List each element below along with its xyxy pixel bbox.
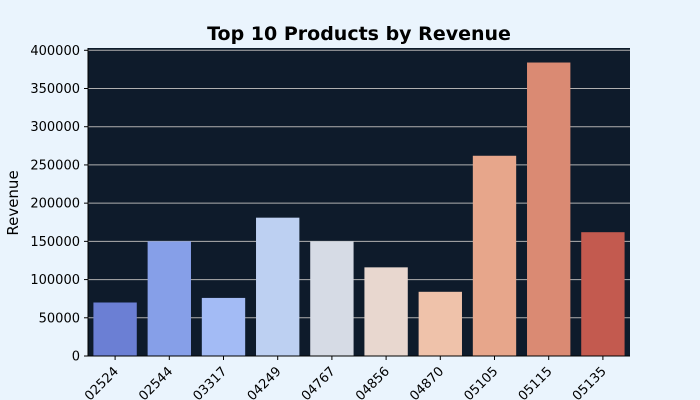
y-tick-label: 300000 xyxy=(30,120,80,135)
y-axis-label: Revenue xyxy=(4,170,22,235)
y-tick-label: 350000 xyxy=(30,82,80,97)
bar xyxy=(201,297,246,356)
bars xyxy=(93,62,625,357)
y-axis-ticks: 0 50000 100000 150000 200000 250000 300000 3500… xyxy=(30,44,89,365)
y-tick-label: 0 xyxy=(72,350,80,365)
bar xyxy=(256,217,300,356)
bar xyxy=(527,62,571,357)
y-tick-label: 50000 xyxy=(39,311,80,326)
bar xyxy=(364,267,408,356)
chart-title: Top 10 Products by Revenue xyxy=(207,23,511,45)
bar xyxy=(581,232,625,356)
y-tick-label: 250000 xyxy=(30,158,80,173)
bar xyxy=(93,302,137,356)
y-tick-label: 150000 xyxy=(30,235,80,250)
y-tick-label: 400000 xyxy=(30,44,80,59)
bar xyxy=(147,241,191,356)
y-tick-label: 100000 xyxy=(30,273,80,288)
bar xyxy=(472,155,517,356)
bar xyxy=(418,291,462,356)
bar xyxy=(310,241,354,356)
y-tick-label: 200000 xyxy=(30,197,80,212)
